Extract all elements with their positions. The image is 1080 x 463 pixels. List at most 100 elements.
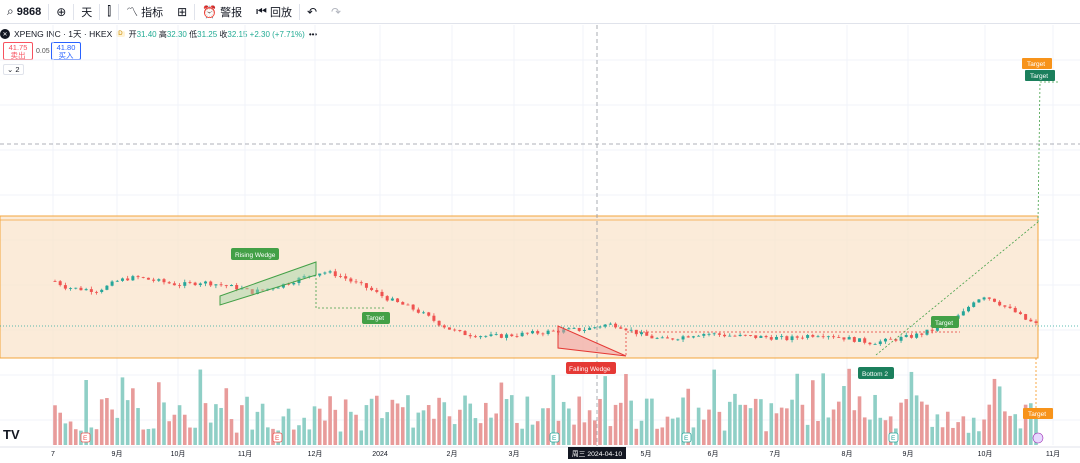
candle[interactable] (515, 336, 519, 337)
candle[interactable] (531, 331, 535, 334)
candle[interactable] (505, 334, 509, 338)
candle[interactable] (572, 327, 576, 329)
candle[interactable] (686, 336, 690, 338)
candle[interactable] (785, 336, 789, 341)
rising-wedge-pattern[interactable] (219, 261, 317, 306)
candle[interactable] (961, 311, 965, 316)
candle[interactable] (608, 323, 612, 325)
interval-button[interactable]: 天 (74, 0, 99, 24)
candle[interactable] (499, 334, 503, 338)
candle[interactable] (541, 333, 545, 335)
candle[interactable] (992, 298, 996, 302)
candle[interactable] (759, 336, 763, 338)
earnings-marker[interactable] (80, 432, 91, 443)
candle[interactable] (198, 283, 202, 286)
candle[interactable] (79, 287, 83, 291)
candle[interactable] (764, 336, 768, 338)
candle[interactable] (204, 281, 208, 284)
candle[interactable] (489, 334, 493, 336)
candle[interactable] (344, 276, 348, 279)
tradingview-logo-icon[interactable]: TV (3, 427, 20, 442)
earnings-marker[interactable] (681, 432, 692, 443)
candle[interactable] (390, 298, 394, 301)
candle[interactable] (655, 337, 659, 339)
candle[interactable] (136, 276, 140, 278)
candle[interactable] (229, 285, 233, 287)
candle[interactable] (614, 323, 618, 328)
candle[interactable] (774, 336, 778, 340)
candle[interactable] (120, 278, 124, 281)
candle[interactable] (998, 301, 1002, 306)
candle[interactable] (385, 296, 389, 301)
candle[interactable] (904, 335, 908, 337)
candle[interactable] (1003, 305, 1007, 307)
candle[interactable] (967, 306, 971, 312)
candle[interactable] (162, 279, 166, 283)
candle[interactable] (536, 331, 540, 334)
candle[interactable] (224, 285, 228, 287)
collapse-indicators-button[interactable]: ⌄ 2 (3, 64, 24, 75)
candle[interactable] (671, 338, 675, 340)
chart-type-button[interactable]: ⫿ (100, 0, 118, 24)
candle[interactable] (935, 326, 939, 331)
candle[interactable] (416, 309, 420, 313)
candle[interactable] (702, 333, 706, 336)
candle[interactable] (422, 312, 426, 314)
candle[interactable] (821, 336, 825, 338)
symbol-search[interactable]: ⌕ 9868 (0, 0, 48, 24)
candle[interactable] (214, 284, 218, 286)
candle[interactable] (188, 282, 192, 283)
candle[interactable] (676, 339, 680, 341)
candle[interactable] (982, 297, 986, 300)
candle[interactable] (629, 329, 633, 331)
candle[interactable] (665, 337, 669, 339)
candle[interactable] (110, 281, 114, 286)
candle[interactable] (359, 282, 363, 284)
candle[interactable] (598, 326, 602, 328)
candle[interactable] (167, 282, 171, 284)
candle[interactable] (1034, 321, 1038, 323)
price-chart[interactable]: Rising Wedge Target Falling Wedge Bottom 2 T… (0, 25, 1080, 463)
candle[interactable] (987, 297, 991, 299)
candle[interactable] (375, 290, 379, 292)
candle[interactable] (95, 291, 99, 293)
candle[interactable] (1024, 314, 1028, 320)
candle[interactable] (972, 302, 976, 307)
candle[interactable] (588, 327, 592, 330)
candle[interactable] (53, 281, 57, 282)
candle[interactable] (193, 282, 197, 286)
candle[interactable] (681, 336, 685, 340)
candle[interactable] (593, 327, 597, 329)
candle[interactable] (800, 337, 804, 339)
candle[interactable] (660, 337, 664, 339)
candle[interactable] (738, 334, 742, 337)
candle[interactable] (619, 327, 623, 329)
target-marker-green[interactable] (1025, 70, 1055, 81)
candle[interactable] (728, 335, 732, 337)
candle[interactable] (401, 302, 405, 305)
candle[interactable] (468, 335, 472, 337)
candle[interactable] (183, 282, 187, 286)
candle[interactable] (100, 289, 104, 292)
candle[interactable] (743, 334, 747, 336)
candle[interactable] (603, 324, 607, 327)
candle[interactable] (707, 333, 711, 335)
candle[interactable] (84, 289, 88, 291)
alert-button[interactable]: ⏰ 警报 (195, 0, 249, 24)
replay-button[interactable]: ⏮ 回放 (249, 0, 299, 24)
candle[interactable] (977, 299, 981, 303)
candle[interactable] (510, 334, 514, 337)
candle[interactable] (1029, 319, 1033, 322)
candle[interactable] (894, 339, 898, 341)
more-options-icon[interactable]: ••• (308, 29, 318, 39)
candle[interactable] (525, 332, 529, 334)
candle[interactable] (717, 333, 721, 335)
candle[interactable] (473, 336, 477, 338)
candle[interactable] (292, 282, 296, 285)
candle[interactable] (806, 335, 810, 338)
candle[interactable] (520, 332, 524, 337)
candle[interactable] (899, 336, 903, 341)
candle[interactable] (328, 271, 332, 273)
undo-button[interactable]: ↶ (300, 0, 324, 24)
candle[interactable] (582, 329, 586, 331)
